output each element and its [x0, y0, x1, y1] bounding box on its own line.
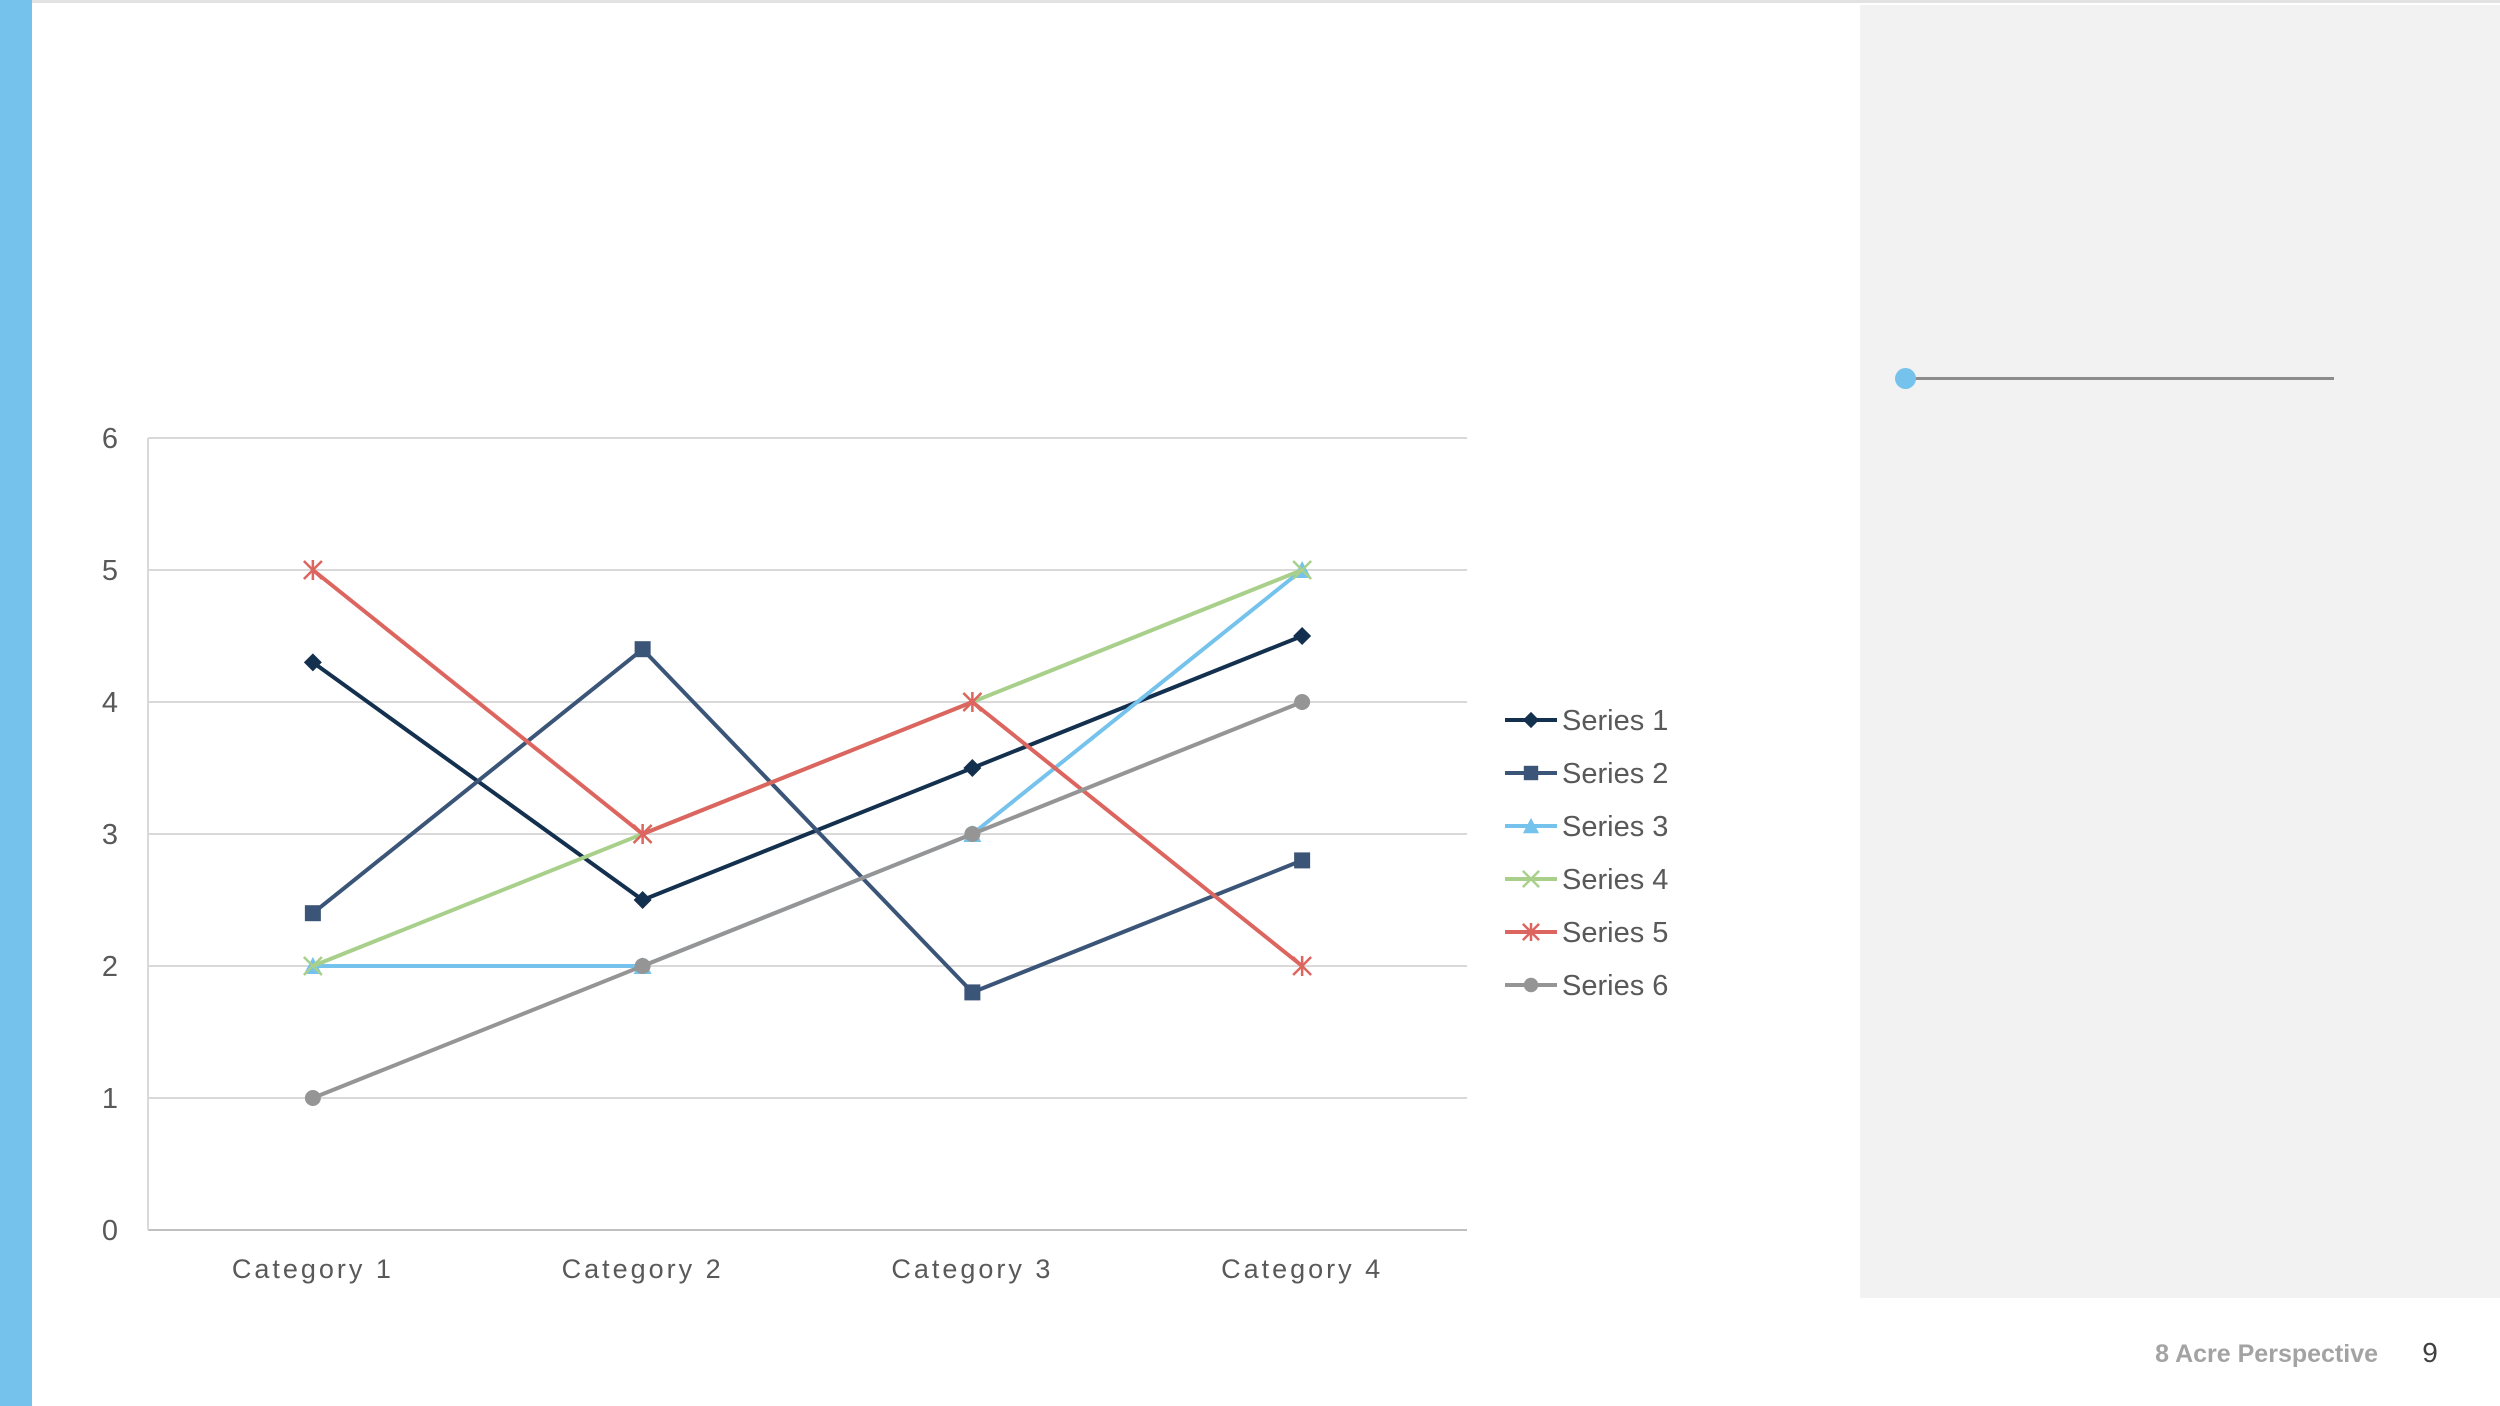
series-line: [312, 700, 1303, 1100]
data-point-marker: [1523, 977, 1539, 993]
x-tick-label: Category 2: [562, 1254, 724, 1284]
legend-label: Series 2: [1562, 758, 1668, 790]
data-point-marker: [1294, 852, 1311, 869]
panel-divider-line: [1906, 377, 2334, 380]
top-border: [32, 0, 2500, 3]
legend-item: Series 2: [1505, 758, 1668, 790]
legend-label: Series 5: [1562, 917, 1668, 949]
data-point-marker: [1522, 923, 1540, 941]
y-tick-label: 5: [102, 555, 118, 587]
legend-item: Series 3: [1505, 811, 1668, 843]
x-tick-label: Category 1: [232, 1254, 394, 1284]
marker-stroke: [1292, 560, 1313, 580]
series-2: [304, 641, 1311, 1001]
data-point-marker: [962, 692, 983, 712]
legend-item: Series 5: [1505, 917, 1668, 949]
data-point-marker: [1523, 765, 1539, 781]
x-tick-label: Category 3: [891, 1254, 1053, 1284]
series-line: [311, 647, 1303, 995]
data-point-marker: [634, 641, 651, 658]
data-point-marker: [304, 905, 321, 922]
y-tick-label: 1: [102, 1083, 118, 1115]
data-point-marker: [1522, 817, 1540, 834]
y-tick-label: 0: [102, 1215, 118, 1247]
legend-label: Series 4: [1562, 864, 1668, 896]
x-tick-label: Category 4: [1221, 1254, 1383, 1284]
y-tick-label: 6: [102, 423, 118, 455]
data-point-marker: [964, 826, 981, 842]
legend-label: Series 1: [1562, 705, 1668, 737]
y-tick-label: 2: [102, 951, 118, 983]
data-point-marker: [303, 653, 322, 672]
series-line: [311, 568, 1304, 968]
data-point-marker: [1522, 711, 1540, 729]
legend-item: Series 4: [1505, 864, 1668, 896]
legend-item: Series 6: [1505, 970, 1668, 1002]
series-6: [304, 694, 1311, 1106]
data-point-marker: [1522, 870, 1540, 888]
series-5: [302, 560, 1313, 976]
data-point-marker: [302, 560, 323, 580]
data-point-marker: [633, 891, 652, 909]
chart-legend: Series 1 Series 2 Series 3 Series 4 Series 5…: [1505, 705, 1668, 1002]
marker-stroke: [302, 956, 323, 976]
data-point-marker: [634, 958, 651, 974]
panel-dot: [1895, 368, 1916, 389]
page-number: 9: [2422, 1337, 2438, 1368]
footer-text: 8 Acre Perspective: [2155, 1340, 2378, 1368]
data-point-marker: [304, 1090, 321, 1106]
data-point-marker: [1293, 627, 1312, 645]
accent-bar: [0, 0, 32, 1406]
chart-series: [302, 560, 1313, 1106]
data-point-marker: [632, 824, 653, 844]
data-point-marker: [302, 956, 323, 976]
legend-label: Series 6: [1562, 970, 1668, 1002]
data-point-marker: [1292, 956, 1313, 976]
marker-stroke: [1522, 870, 1540, 888]
data-point-marker: [963, 759, 982, 777]
y-tick-label: 4: [102, 687, 118, 719]
y-tick-label: 3: [102, 819, 118, 851]
side-panel: [1860, 5, 2500, 1298]
data-point-marker: [964, 984, 981, 1001]
data-point-marker: [1294, 694, 1311, 710]
data-point-marker: [1292, 560, 1313, 580]
legend-label: Series 3: [1562, 811, 1668, 843]
chart-axes: 0 1 2 3 4 5 6 Category 1 Category 2 Category 3 Cat…: [102, 423, 1383, 1284]
legend-item: Series 1: [1505, 705, 1668, 737]
